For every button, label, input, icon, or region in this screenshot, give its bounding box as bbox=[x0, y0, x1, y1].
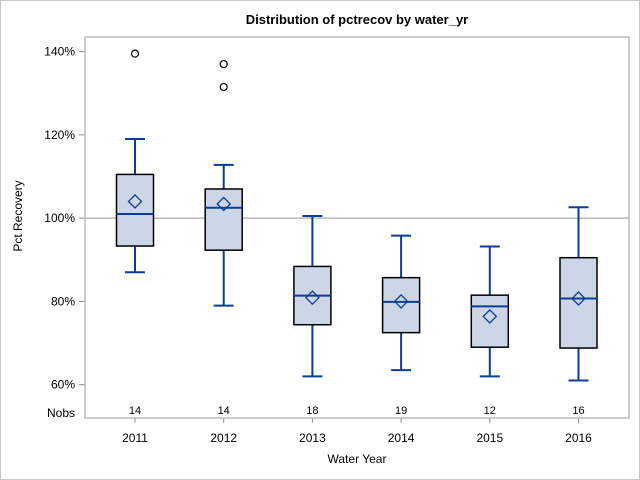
iqr-box bbox=[559, 256, 598, 349]
nobs-value: 14 bbox=[129, 405, 141, 417]
nobs-value: 12 bbox=[484, 405, 496, 417]
iqr-box bbox=[470, 294, 510, 348]
nobs-value: 14 bbox=[218, 405, 230, 417]
outlier-point bbox=[130, 49, 140, 58]
nobs-value: 16 bbox=[572, 405, 584, 417]
chart-title: Distribution of pctrecov by water_yr bbox=[245, 12, 469, 27]
x-axis-tick-label: 2015 bbox=[476, 431, 503, 445]
mean-diamond bbox=[127, 194, 143, 209]
x-axis-tick-label: 2012 bbox=[210, 431, 237, 445]
iqr-box bbox=[115, 173, 155, 247]
nobs-row-label: Nobs bbox=[46, 406, 75, 420]
x-axis-tick-label: 2014 bbox=[388, 431, 415, 445]
outlier-point bbox=[219, 82, 228, 92]
x-axis-tick-label: 2016 bbox=[565, 431, 592, 445]
plot-area-border bbox=[84, 36, 630, 419]
mean-diamond bbox=[216, 196, 232, 212]
y-axis-tick-label: 60% bbox=[51, 378, 75, 392]
y-axis-tick-label: 140% bbox=[44, 45, 75, 59]
x-axis-title: Water Year bbox=[327, 452, 387, 466]
y-axis-tick-label: 120% bbox=[44, 128, 75, 142]
mean-diamond bbox=[482, 308, 498, 324]
x-axis-tick-label: 2011 bbox=[122, 431, 148, 445]
mean-diamond bbox=[393, 293, 409, 309]
mean-diamond bbox=[304, 290, 320, 306]
y-axis-tick-label: 80% bbox=[51, 294, 75, 308]
y-axis-tick-label: 100% bbox=[44, 211, 75, 225]
iqr-box bbox=[204, 188, 243, 251]
nobs-value: 18 bbox=[306, 405, 318, 417]
x-axis-tick-label: 2013 bbox=[299, 431, 326, 445]
iqr-box bbox=[381, 276, 421, 334]
outlier-point bbox=[219, 59, 228, 69]
mean-diamond bbox=[571, 291, 586, 306]
nobs-value: 19 bbox=[395, 405, 407, 417]
